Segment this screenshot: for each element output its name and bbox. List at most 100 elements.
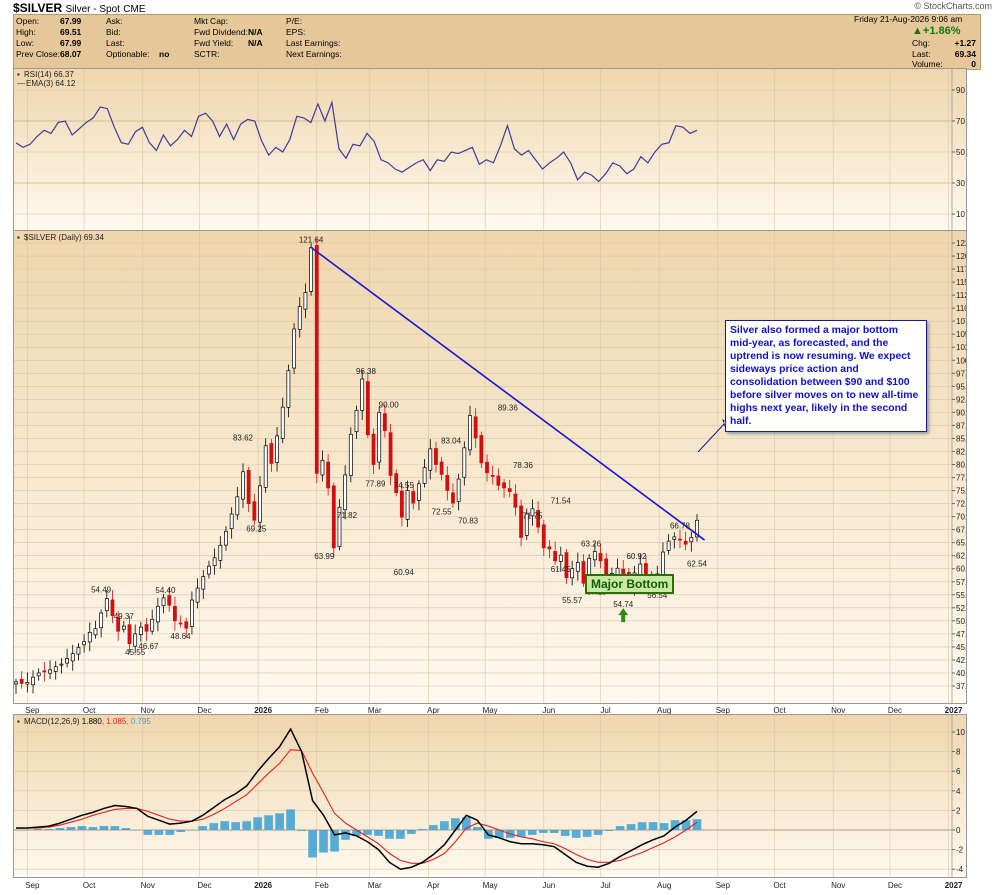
macd-histogram-bar	[330, 830, 339, 852]
macd-histogram-bar	[615, 826, 625, 830]
y-tick-label: 70	[956, 117, 965, 126]
candle-body	[82, 641, 86, 646]
fwd-yield-value: N/A	[248, 38, 263, 48]
candle-body	[320, 459, 325, 476]
price-label: 74.55	[394, 481, 415, 490]
candle-body	[371, 433, 376, 465]
y-tick-label: 70.0	[956, 513, 966, 522]
candle-body	[25, 682, 30, 685]
macd-histogram-bar	[396, 830, 405, 839]
candle-body	[224, 530, 228, 546]
candle-body	[689, 537, 694, 543]
macd-histogram-bar	[637, 822, 647, 830]
y-tick-label: 90.0	[956, 408, 966, 417]
candle-body	[190, 599, 194, 627]
price-label: 66.78	[670, 521, 691, 530]
macd-histogram-bar	[571, 830, 581, 838]
candle-body	[263, 445, 268, 488]
candle-body	[507, 488, 512, 492]
candle-body	[683, 540, 688, 545]
macd-histogram-bar	[494, 830, 504, 838]
macd-histogram-bar	[319, 830, 328, 853]
candle-body	[337, 506, 342, 548]
y-tick-label: 60.0	[956, 565, 966, 574]
y-tick-label: 47.5	[956, 630, 966, 639]
macd-histogram-bar	[407, 830, 416, 834]
low-value: 67.99	[60, 38, 82, 48]
month-label: 2027	[945, 706, 963, 715]
y-tick-label: 95.0	[956, 382, 966, 391]
y-tick-label: 82.5	[956, 447, 966, 456]
macd-histogram-bar	[220, 821, 230, 830]
last-earnings-label: Last Earnings:	[286, 38, 341, 48]
month-label: Oct	[83, 881, 96, 890]
month-label: Feb	[315, 706, 329, 715]
y-tick-label: 65.0	[956, 539, 966, 548]
macd-histogram-bar	[66, 827, 76, 830]
macd-histogram-bar	[308, 830, 317, 858]
y-tick-label: 97.5	[956, 369, 966, 378]
price-label: 45.55	[125, 648, 146, 657]
y-tick-label: 75.0	[956, 487, 966, 496]
y-tick-label: 67.5	[956, 526, 966, 535]
month-label: Mar	[368, 706, 382, 715]
candle-body	[388, 432, 393, 476]
price-label: 61.45	[551, 565, 572, 574]
price-legend: $SILVER (Daily) 69.34	[24, 233, 104, 242]
month-label: Apr	[427, 706, 440, 715]
percent-change-value: +1.86%	[922, 25, 961, 37]
macd-histogram-bar	[418, 829, 427, 830]
macd-histogram-bar	[264, 815, 273, 830]
candle-body	[541, 524, 546, 549]
open-label: Open:	[16, 16, 40, 26]
macd-histogram-bar	[110, 826, 120, 830]
y-tick-label: 117.5	[956, 265, 966, 274]
macd-histogram-bar	[681, 820, 691, 830]
trendline	[310, 246, 706, 541]
price-label: 54.40	[155, 586, 176, 595]
candle-body	[405, 490, 410, 520]
ema-legend-marker: —	[17, 79, 25, 88]
price-label: 60.92	[626, 552, 647, 561]
x-axis-svg: Sep Oct Nov Dec 2026 Feb Mar Apr May Jun Jul Aug Sep…	[25, 881, 963, 890]
candle-body	[348, 433, 353, 476]
macd-histogram-bar	[286, 809, 295, 830]
candle-body	[303, 292, 308, 310]
macd-signal-line	[16, 749, 698, 864]
price-label: 54.49	[91, 585, 112, 594]
macd-histogram-bar	[55, 828, 65, 830]
month-label: Jul	[600, 706, 610, 715]
candle-body	[99, 612, 104, 629]
price-label: 54.74	[613, 600, 634, 609]
candle-body	[19, 678, 24, 684]
high-label: High:	[16, 27, 36, 37]
candle-body	[235, 496, 240, 516]
month-label: Dec	[197, 881, 211, 890]
candle-body	[695, 519, 699, 538]
candle-body	[59, 663, 64, 666]
y-tick-label: 55.0	[956, 591, 966, 600]
price-label: 78.36	[513, 461, 534, 470]
month-label: Sep	[716, 706, 731, 715]
candle-body	[485, 461, 489, 474]
candle-body	[479, 435, 484, 464]
y-tick-label: 4	[956, 787, 961, 796]
macd-histogram-bar	[440, 821, 449, 830]
month-label: Oct	[773, 706, 786, 715]
price-label: 46.67	[138, 642, 159, 651]
mkt-cap-label: Mkt Cap:	[194, 16, 229, 26]
macd-histogram-bar	[352, 830, 361, 836]
candle-body	[434, 448, 438, 465]
candle-body	[201, 576, 206, 590]
macd-histogram-bar	[363, 830, 372, 835]
price-label: 56.54	[647, 591, 668, 600]
macd-histogram-bar	[385, 830, 394, 839]
y-tick-label: 40.0	[956, 669, 966, 678]
callout-pointer	[697, 419, 727, 453]
candle-body	[666, 540, 671, 551]
y-tick-label: 30	[956, 179, 965, 188]
candle-body	[286, 370, 291, 408]
y-tick-label: 2	[956, 806, 961, 815]
chg-label: Chg:	[912, 38, 930, 48]
